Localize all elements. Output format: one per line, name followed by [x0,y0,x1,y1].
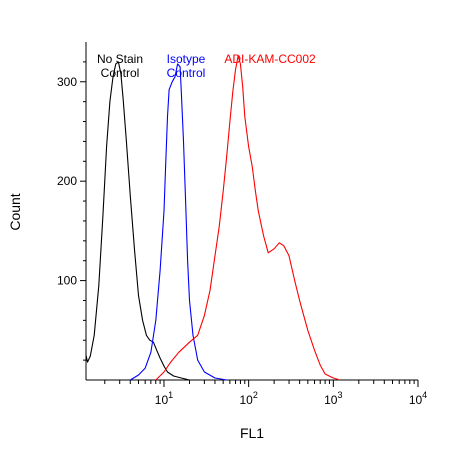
x-tick-label: 103 [324,390,342,407]
series-label-1: Control [167,66,206,80]
series-labels: No StainControlIsotypeControlADI-KAM-CC0… [97,52,316,80]
y-tick-label: 100 [57,274,77,288]
y-tick-label: 200 [57,174,77,188]
series-line-0 [85,61,190,381]
x-tick-label: 104 [409,390,427,407]
series-layer [85,55,341,381]
x-tick-label: 101 [155,390,173,407]
series-label-0: No Stain [97,52,143,66]
x-tick-label: 102 [239,390,257,407]
axis-tick-labels: 100 200 300 101 102 103 104 [57,75,427,407]
axis-ticks [80,61,419,387]
axis-frame [85,42,418,381]
x-axis-label: FL1 [240,425,264,441]
series-line-2 [155,55,341,381]
series-line-1 [130,63,227,381]
series-label-1: Isotype [167,52,206,66]
series-label-2: ADI-KAM-CC002 [224,52,316,66]
y-tick-label: 300 [57,75,77,89]
y-axis-label: Count [7,193,23,230]
series-label-0: Control [101,66,140,80]
